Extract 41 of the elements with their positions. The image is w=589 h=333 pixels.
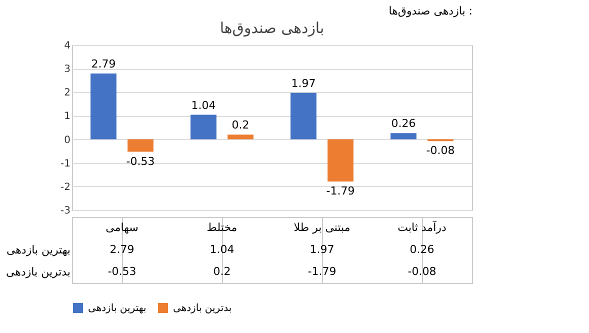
text: 1.97 [310, 243, 334, 256]
data-label: -1.79 [326, 184, 355, 198]
bar [328, 139, 354, 182]
x-tick-label: مبتنی بر طلا [294, 221, 350, 234]
text: -0.08 [408, 265, 436, 278]
text: -1.79 [308, 265, 336, 278]
bar [290, 92, 316, 140]
x-tick-label: مختلط [206, 221, 238, 234]
chart-title: بازدهی صندوق‌ها [220, 19, 324, 37]
data-label: 1.04 [191, 98, 216, 112]
bar [190, 114, 216, 140]
y-tick-label: 4 [64, 40, 70, 52]
y-tick-label: -2 [60, 182, 70, 193]
bar [228, 134, 254, 140]
y-tick-label: 1 [64, 111, 70, 122]
data-label: 0.26 [391, 117, 416, 130]
bar [128, 139, 154, 152]
y-tick-label: 2 [64, 88, 70, 99]
data-label: 1.97 [291, 76, 316, 90]
y-tick-label: 0 [64, 134, 70, 146]
x-tick-label: درآمد ثابت [398, 220, 446, 234]
data-label: 0.2 [232, 118, 250, 132]
text: بدترین بازدهی [6, 266, 70, 278]
bar [90, 74, 116, 140]
legend-label: بدترین بازدهی [173, 303, 232, 314]
text: بهترین بازدهی [6, 244, 70, 256]
text: -0.53 [108, 265, 136, 278]
y-tick-label: -3 [60, 206, 70, 216]
text: بازدهی صندوق‌ها : [388, 4, 472, 18]
y-tick-label: -1 [60, 158, 70, 170]
legend-label: بهترین بازدهی [88, 303, 146, 314]
text: 2.79 [110, 243, 134, 256]
text: 0.26 [410, 243, 434, 256]
text: 0.2 [213, 265, 231, 278]
x-tick-label: سهامی [106, 221, 138, 234]
y-tick-label: 3 [64, 64, 70, 76]
bar [390, 133, 416, 140]
data-label: -0.53 [126, 154, 155, 168]
data-label: -0.08 [426, 144, 455, 158]
data-label: 2.79 [91, 58, 116, 71]
text: 1.04 [210, 243, 234, 256]
